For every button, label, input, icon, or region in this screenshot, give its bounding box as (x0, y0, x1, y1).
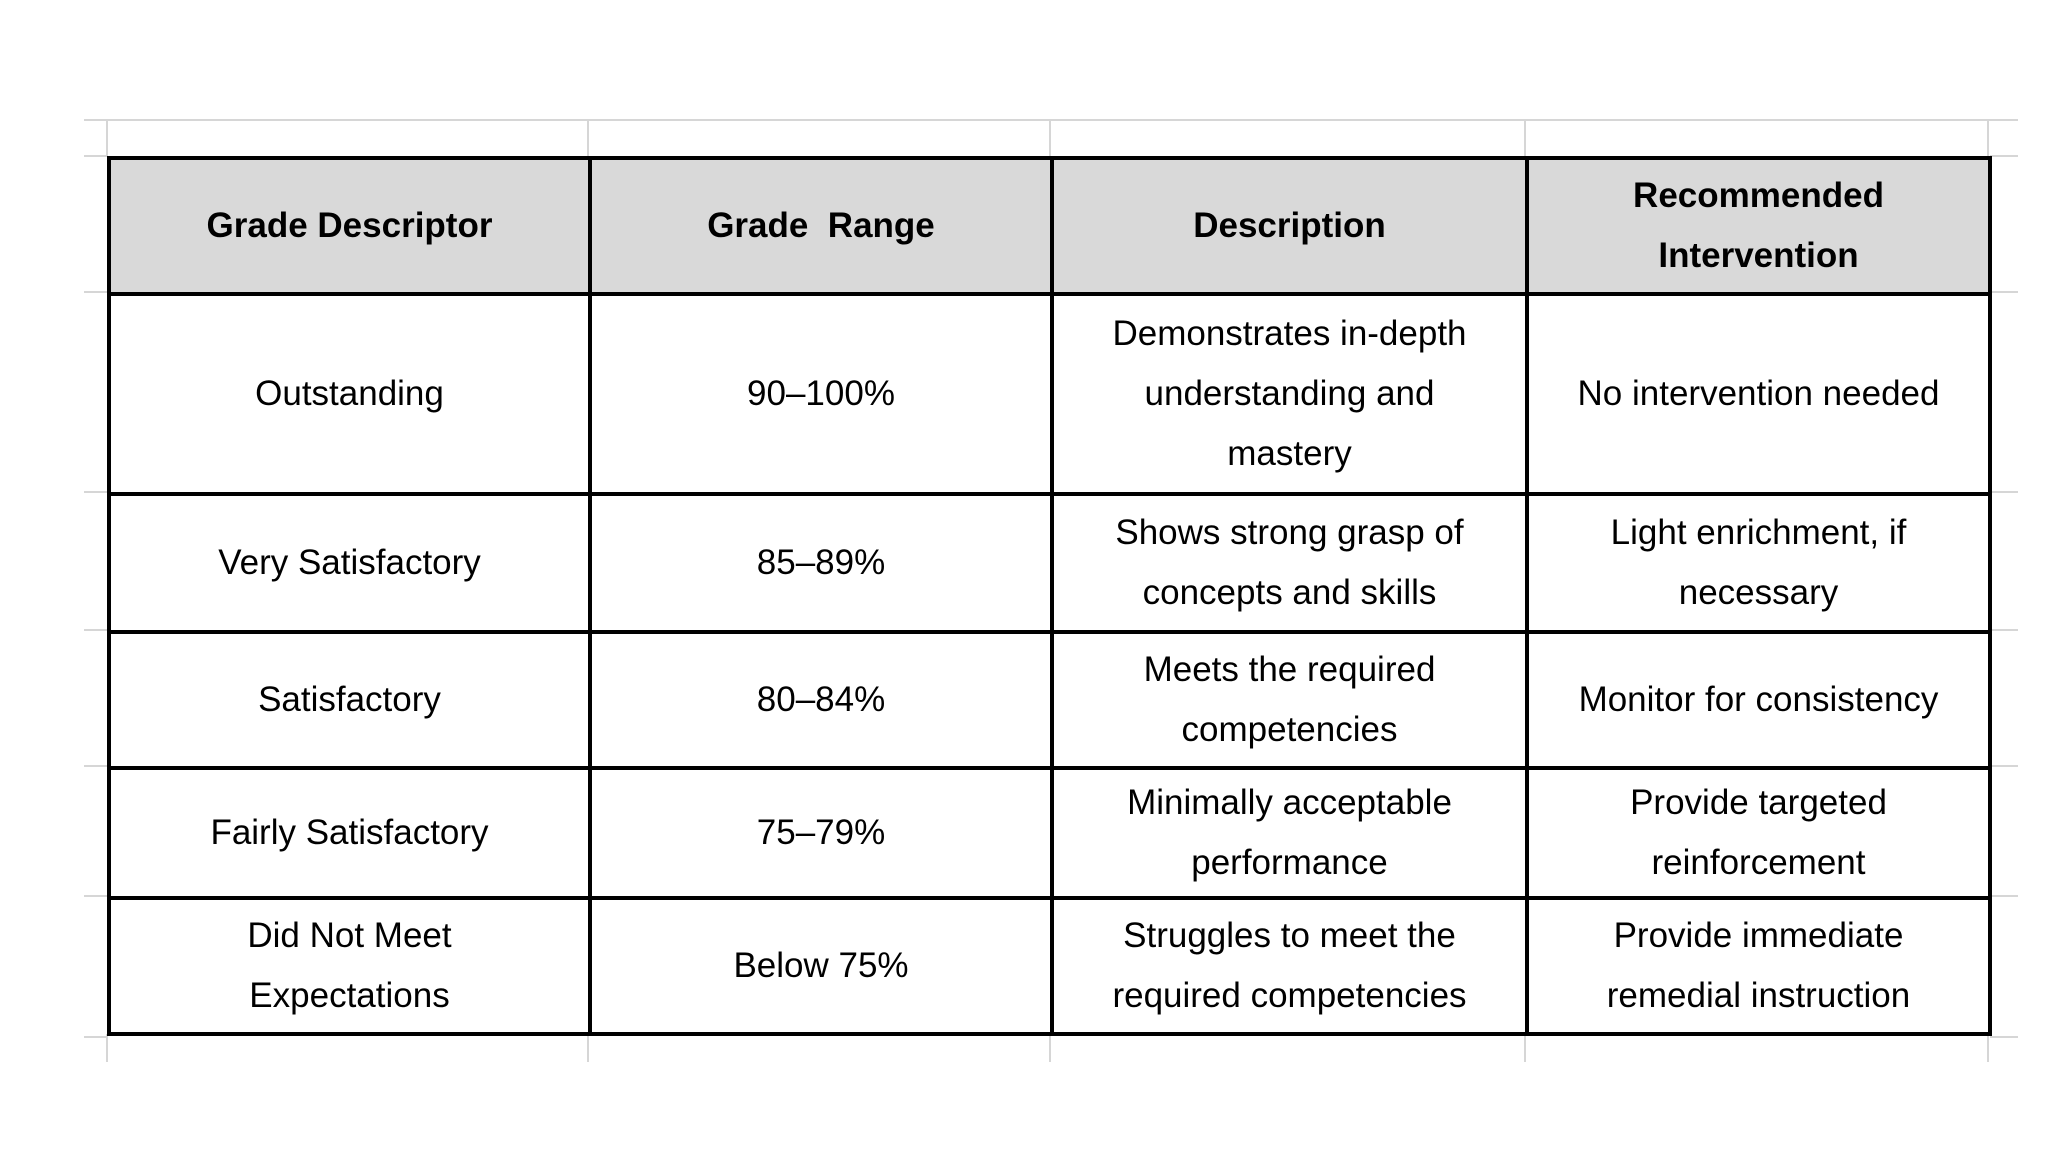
cell-description: Struggles to meet the required competenc… (1050, 896, 1529, 1036)
sheet-gridline (84, 291, 107, 293)
cell-description: Meets the required competencies (1050, 630, 1529, 770)
table-header-row: Grade Descriptor Grade Range Description… (107, 156, 1992, 296)
cell-grade-descriptor: Very Satisfactory (107, 492, 592, 634)
table-row-fairly-satisfactory: Fairly Satisfactory 75–79% Minimally acc… (107, 766, 1992, 900)
table-row-outstanding: Outstanding 90–100% Demonstrates in-dept… (107, 292, 1992, 496)
sheet-gridline (1990, 291, 2018, 293)
cell-intervention: Provide immediate remedial instruction (1525, 896, 1992, 1036)
sheet-gridline (106, 1034, 108, 1062)
sheet-gridline (1990, 895, 2018, 897)
cell-grade-descriptor: Fairly Satisfactory (107, 766, 592, 900)
cell-grade-descriptor: Did Not Meet Expectations (107, 896, 592, 1036)
table-row-did-not-meet-expectations: Did Not Meet Expectations Below 75% Stru… (107, 896, 1992, 1036)
cell-intervention: Light enrichment, if necessary (1525, 492, 1992, 634)
grading-scale-table: Grade Descriptor Grade Range Description… (107, 156, 1992, 1036)
cell-grade-descriptor: Satisfactory (107, 630, 592, 770)
sheet-gridline (84, 155, 107, 157)
cell-grade-range: 85–89% (588, 492, 1054, 634)
table-row-very-satisfactory: Very Satisfactory 85–89% Shows strong gr… (107, 492, 1992, 634)
sheet-gridline (1524, 119, 1526, 157)
sheet-gridline (106, 119, 108, 157)
sheet-gridline (84, 119, 2018, 121)
sheet-gridline (1990, 491, 2018, 493)
header-cell-grade-range: Grade Range (588, 156, 1054, 296)
sheet-gridline (84, 1036, 107, 1038)
sheet-gridline (1987, 119, 1989, 157)
cell-grade-range: Below 75% (588, 896, 1054, 1036)
sheet-gridline (1524, 1034, 1526, 1062)
cell-grade-descriptor: Outstanding (107, 292, 592, 496)
header-cell-grade-descriptor: Grade Descriptor (107, 156, 592, 296)
sheet-gridline (1049, 1034, 1051, 1062)
sheet-gridline (84, 765, 107, 767)
cell-description: Shows strong grasp of concepts and skill… (1050, 492, 1529, 634)
cell-description: Minimally acceptable performance (1050, 766, 1529, 900)
sheet-gridline (1990, 629, 2018, 631)
cell-description: Demonstrates in-depth understanding and … (1050, 292, 1529, 496)
sheet-gridline (1987, 1034, 1989, 1062)
sheet-gridline (1990, 765, 2018, 767)
sheet-gridline (587, 1034, 589, 1062)
sheet-gridline (84, 491, 107, 493)
cell-grade-range: 90–100% (588, 292, 1054, 496)
sheet-gridline (84, 629, 107, 631)
sheet-gridline (587, 119, 589, 157)
table-row-satisfactory: Satisfactory 80–84% Meets the required c… (107, 630, 1992, 770)
sheet-gridline (1990, 1036, 2018, 1038)
cell-grade-range: 80–84% (588, 630, 1054, 770)
header-cell-description: Description (1050, 156, 1529, 296)
sheet-gridline (84, 895, 107, 897)
sheet-gridline (1049, 119, 1051, 157)
cell-grade-range: 75–79% (588, 766, 1054, 900)
sheet-gridline (1990, 155, 2018, 157)
cell-intervention: No intervention needed (1525, 292, 1992, 496)
cell-intervention: Monitor for consistency (1525, 630, 1992, 770)
header-cell-recommended-intervention: Recommended Intervention (1525, 156, 1992, 296)
cell-intervention: Provide targeted reinforcement (1525, 766, 1992, 900)
